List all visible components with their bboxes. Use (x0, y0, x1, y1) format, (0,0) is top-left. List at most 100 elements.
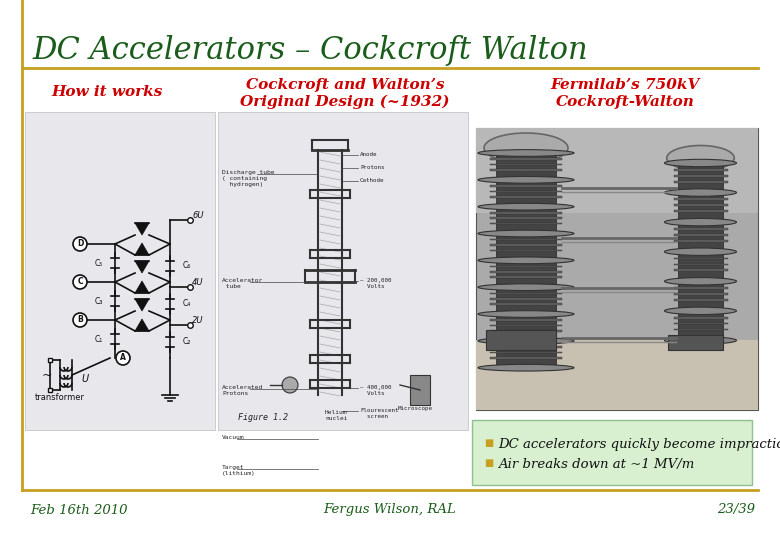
Text: Feb 16th 2010: Feb 16th 2010 (30, 503, 127, 516)
Ellipse shape (478, 177, 574, 183)
Text: C₄: C₄ (183, 300, 191, 308)
Bar (490, 185, 562, 187)
Circle shape (282, 377, 298, 393)
Text: Air breaks down at ~1 MV/m: Air breaks down at ~1 MV/m (498, 458, 694, 471)
Bar (490, 325, 562, 326)
Text: Vacuum: Vacuum (222, 435, 244, 440)
Bar (490, 330, 562, 332)
Text: Protons: Protons (360, 165, 385, 170)
Bar (673, 264, 728, 265)
Text: Target
(lithium): Target (lithium) (222, 465, 256, 476)
Text: Fergus Wilson, RAL: Fergus Wilson, RAL (324, 503, 456, 516)
Bar (490, 298, 562, 300)
Bar (476, 128, 758, 213)
Bar (218, 112, 468, 430)
Text: Figure 1.2: Figure 1.2 (238, 413, 288, 422)
Circle shape (73, 275, 87, 289)
Bar (673, 269, 728, 271)
Text: 2U: 2U (192, 316, 204, 325)
Bar (490, 266, 562, 267)
Ellipse shape (478, 257, 574, 264)
Bar (486, 329, 556, 349)
Ellipse shape (665, 248, 736, 255)
Bar (673, 287, 728, 289)
Ellipse shape (665, 189, 736, 196)
Bar (490, 212, 562, 214)
Text: Fermilab’s 750kV: Fermilab’s 750kV (551, 78, 700, 92)
Text: Accelerated
Protons: Accelerated Protons (222, 385, 264, 396)
Text: ~: ~ (42, 368, 52, 381)
Bar (673, 228, 728, 230)
Bar (673, 205, 728, 206)
Ellipse shape (478, 284, 574, 291)
Bar (496, 153, 556, 368)
Bar (490, 158, 562, 160)
Bar (410, 375, 430, 405)
Text: C: C (77, 278, 83, 287)
Polygon shape (135, 223, 149, 235)
Bar (673, 234, 728, 236)
Text: Original Design (~1932): Original Design (~1932) (240, 95, 450, 110)
Bar (673, 299, 728, 301)
Text: C₆: C₆ (183, 261, 191, 271)
Ellipse shape (665, 219, 736, 226)
Text: A: A (120, 354, 126, 362)
Bar (490, 169, 562, 171)
Ellipse shape (478, 310, 574, 318)
Ellipse shape (484, 133, 568, 163)
Bar (490, 271, 562, 273)
Bar (673, 328, 728, 330)
Bar (490, 293, 562, 294)
Text: DC Accelerators – Cockcroft Walton: DC Accelerators – Cockcroft Walton (32, 35, 587, 65)
Bar (490, 319, 562, 321)
Bar (476, 340, 758, 410)
Ellipse shape (478, 230, 574, 237)
Bar (490, 218, 562, 219)
Bar (673, 169, 728, 171)
Text: Discharge tube
( containing
  hydrogen): Discharge tube ( containing hydrogen) (222, 170, 275, 187)
Text: Microscope: Microscope (398, 406, 432, 411)
Text: Anode: Anode (360, 152, 378, 157)
Text: 23/39: 23/39 (717, 503, 755, 516)
Bar (673, 175, 728, 177)
Bar (490, 196, 562, 198)
Bar (678, 163, 723, 340)
Text: Helium
nuclei: Helium nuclei (325, 410, 348, 421)
Text: Flourescent
  screen: Flourescent screen (360, 408, 399, 419)
Bar (490, 352, 562, 353)
Bar (490, 357, 562, 359)
Bar (673, 199, 728, 200)
Ellipse shape (478, 150, 574, 157)
Polygon shape (135, 243, 149, 255)
Bar (490, 191, 562, 192)
Ellipse shape (665, 159, 736, 167)
Text: Cockroft-Walton: Cockroft-Walton (555, 95, 694, 109)
Text: 4U: 4U (192, 278, 204, 287)
Text: ■: ■ (484, 438, 493, 448)
Text: DC accelerators quickly become impractical: DC accelerators quickly become impractic… (498, 438, 780, 451)
Circle shape (73, 313, 87, 327)
Bar (673, 258, 728, 259)
Text: U: U (81, 374, 89, 384)
Polygon shape (135, 319, 149, 331)
Bar (673, 323, 728, 325)
Bar (25, 112, 215, 430)
Text: C₅: C₅ (94, 259, 103, 267)
Ellipse shape (478, 204, 574, 210)
Text: ■: ■ (484, 458, 493, 468)
Text: 6U: 6U (192, 211, 204, 220)
Bar (668, 334, 723, 349)
Bar (490, 239, 562, 240)
Text: Cockcroft and Walton’s: Cockcroft and Walton’s (246, 78, 445, 92)
Text: C₁: C₁ (94, 334, 103, 343)
Bar (673, 210, 728, 212)
Ellipse shape (667, 145, 734, 171)
Ellipse shape (478, 364, 574, 371)
Bar (673, 240, 728, 241)
Ellipse shape (478, 338, 574, 344)
Ellipse shape (665, 307, 736, 314)
Circle shape (116, 351, 130, 365)
Text: – 200,000
  Volts: – 200,000 Volts (360, 278, 392, 289)
Circle shape (73, 237, 87, 251)
Bar (490, 346, 562, 348)
